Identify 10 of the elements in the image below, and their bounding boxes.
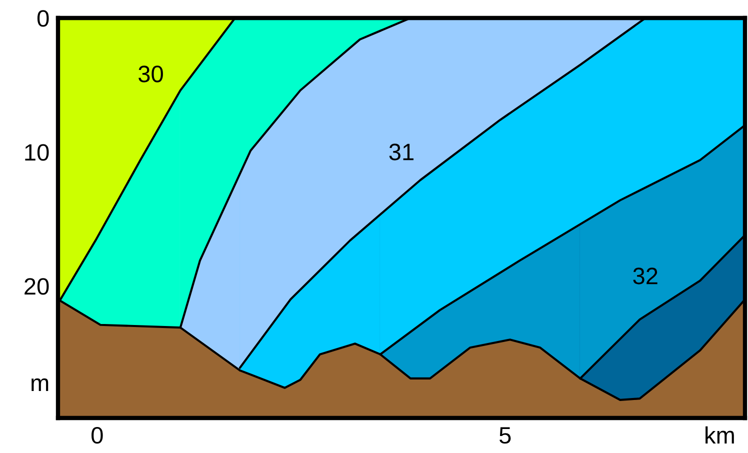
x-tick-label: km bbox=[706, 426, 734, 444]
annotation: 31 bbox=[389, 144, 414, 160]
y-tick-label: m bbox=[32, 378, 48, 392]
x-tick-label: 5 bbox=[500, 427, 511, 444]
y-tick-label: 0 bbox=[37, 10, 49, 27]
x-tick-label: 0 bbox=[92, 426, 103, 444]
annotation: 30 bbox=[138, 66, 163, 82]
annotation: 32 bbox=[633, 268, 658, 284]
y-tick-label: 10 bbox=[25, 144, 49, 161]
y-tick-label: 20 bbox=[24, 278, 49, 295]
